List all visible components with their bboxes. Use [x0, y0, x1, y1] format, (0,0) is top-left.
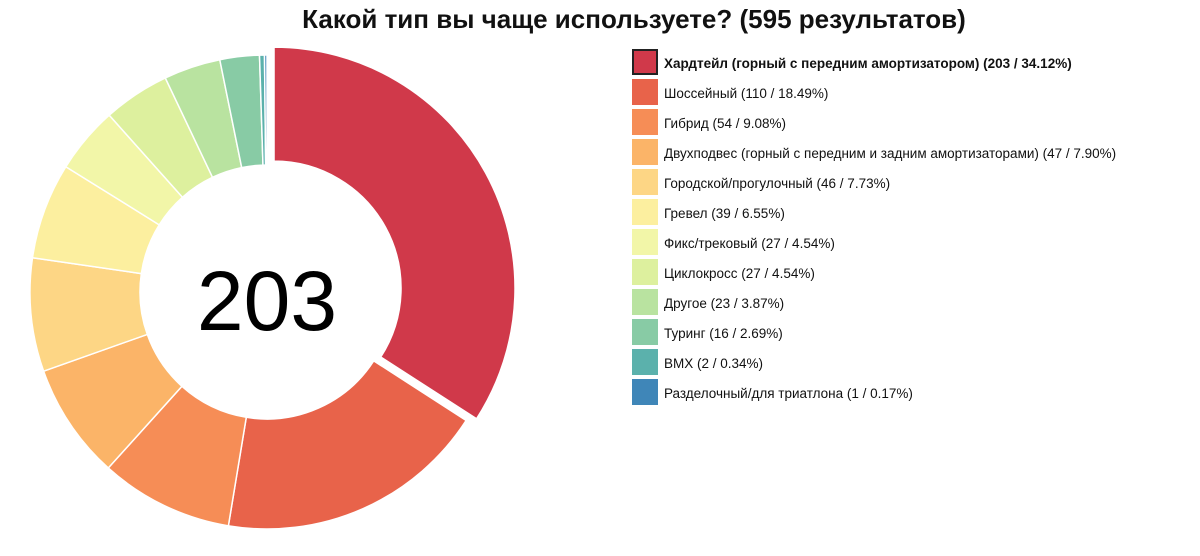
donut-slice[interactable] [227, 359, 468, 530]
legend-item[interactable]: Туринг (16 / 2.69%) [632, 319, 1116, 349]
donut-slice[interactable] [263, 54, 268, 166]
legend-swatch [632, 319, 658, 345]
legend-swatch [632, 229, 658, 255]
legend-swatch [632, 139, 658, 165]
legend-item[interactable]: BMX (2 / 0.34%) [632, 349, 1116, 379]
legend-label: Гибрид (54 / 9.08%) [664, 116, 787, 131]
legend-item[interactable]: Другое (23 / 3.87%) [632, 289, 1116, 319]
legend-swatch [632, 289, 658, 315]
legend-label: Городской/прогулочный (46 / 7.73%) [664, 176, 891, 191]
legend-swatch [632, 349, 658, 375]
legend-label: Шоссейный (110 / 18.49%) [664, 86, 829, 101]
legend-item[interactable]: Фикс/трековый (27 / 4.54%) [632, 229, 1116, 259]
legend-item[interactable]: Разделочный/для триатлона (1 / 0.17%) [632, 379, 1116, 409]
legend-item[interactable]: Хардтейл (горный с передним амортизаторо… [632, 49, 1116, 79]
legend-label: Туринг (16 / 2.69%) [664, 326, 783, 341]
legend-label: Другое (23 / 3.87%) [664, 296, 785, 311]
legend-swatch [632, 49, 658, 75]
donut-center-value: 203 [197, 254, 337, 348]
legend-item[interactable]: Шоссейный (110 / 18.49%) [632, 79, 1116, 109]
legend-item[interactable]: Гревел (39 / 6.55%) [632, 199, 1116, 229]
legend-item[interactable]: Городской/прогулочный (46 / 7.73%) [632, 169, 1116, 199]
legend-label: Гревел (39 / 6.55%) [664, 206, 785, 221]
legend-label: Фикс/трековый (27 / 4.54%) [664, 236, 835, 251]
legend-item[interactable]: Циклокросс (27 / 4.54%) [632, 259, 1116, 289]
legend-swatch [632, 259, 658, 285]
legend-label: Циклокросс (27 / 4.54%) [664, 266, 815, 281]
chart-title: Какой тип вы чаще используете? (595 резу… [302, 4, 966, 34]
legend-label: Двухподвес (горный с передним и задним а… [664, 146, 1117, 161]
legend-label: Хардтейл (горный с передним амортизаторо… [664, 56, 1072, 71]
donut-slice[interactable] [273, 46, 516, 420]
legend-item[interactable]: Двухподвес (горный с передним и задним а… [632, 139, 1116, 169]
legend-swatch [632, 169, 658, 195]
legend-item[interactable]: Гибрид (54 / 9.08%) [632, 109, 1116, 139]
legend-swatch [632, 109, 658, 135]
legend-swatch [632, 79, 658, 105]
donut-chart: 203 [29, 46, 516, 530]
donut-slices [29, 46, 516, 530]
legend-swatch [632, 199, 658, 225]
legend-swatch [632, 379, 658, 405]
legend-label: BMX (2 / 0.34%) [664, 356, 764, 371]
legend: Хардтейл (горный с передним амортизаторо… [632, 49, 1116, 409]
legend-label: Разделочный/для триатлона (1 / 0.17%) [664, 386, 913, 401]
